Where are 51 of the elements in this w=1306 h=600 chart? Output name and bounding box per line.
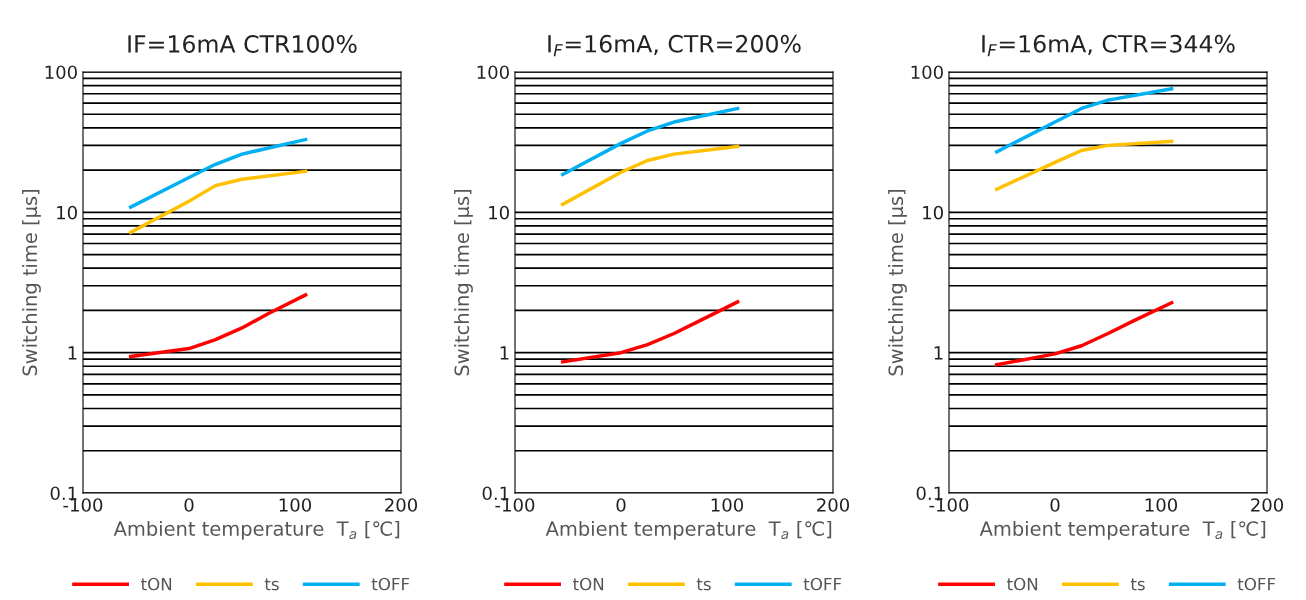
line-series [128, 293, 308, 359]
y-tick-label: 10 [57, 205, 77, 220]
y-axis-title: Switching time [μs] [22, 190, 41, 376]
y-tick-label: 0.1 [50, 486, 77, 501]
line-series [994, 300, 1174, 367]
y-axis-title: Switching time [μs] [888, 190, 907, 376]
y-tick-label: 1 [500, 346, 509, 360]
legend-label: ts [696, 578, 711, 591]
y-tick-label: 10 [923, 205, 943, 220]
y-tick-label: 100 [911, 65, 943, 80]
x-tick-label: 100 [1145, 498, 1178, 512]
x-tick-label: -100 [495, 498, 535, 512]
line-series [128, 169, 308, 235]
line-series [560, 144, 740, 207]
x-tick-label: 200 [817, 498, 850, 512]
x-axis-title: Ambient temperature T$_{a}$ [℃] [979, 520, 1266, 540]
y-axis-title: Switching time [μs] [454, 190, 473, 376]
x-tick-label: 200 [1251, 498, 1284, 512]
y-tick-label: 100 [45, 65, 77, 80]
chart-title: I$_{F}$=16mA, CTR=344% [982, 34, 1235, 57]
x-tick-label: -100 [63, 498, 103, 512]
legend-label: tOFF [803, 577, 842, 591]
x-axis-title: Ambient temperature T$_{a}$ [℃] [113, 520, 400, 540]
y-tick-label: 1 [934, 346, 943, 360]
chart-title: I$_{F}$=16mA, CTR=200% [548, 34, 801, 57]
x-tick-label: 0 [616, 498, 626, 512]
y-tick-label: 10 [489, 205, 509, 220]
legend-label: tON [1007, 577, 1038, 591]
legend-label: tON [141, 577, 172, 591]
y-tick-label: 0.1 [482, 486, 509, 501]
y-tick-label: 0.1 [916, 486, 943, 501]
x-tick-label: 0 [184, 498, 194, 512]
line-series [560, 300, 740, 364]
y-tick-label: 100 [477, 65, 509, 80]
line-series [994, 139, 1174, 192]
chart-title: IF=16mA CTR100% [128, 35, 357, 53]
legend-label: tOFF [1237, 577, 1276, 591]
x-axis-title: Ambient temperature T$_{a}$ [℃] [545, 520, 832, 540]
y-tick-label: 1 [68, 346, 77, 360]
x-tick-label: 100 [711, 498, 744, 512]
legend-label: tON [573, 577, 604, 591]
legend-label: ts [264, 578, 279, 591]
x-tick-label: 200 [385, 498, 418, 512]
x-tick-label: 0 [1050, 498, 1060, 512]
legend-label: ts [1130, 578, 1145, 591]
x-tick-label: 100 [279, 498, 312, 512]
x-tick-label: -100 [929, 498, 969, 512]
line-series [560, 106, 740, 177]
line-series [128, 137, 308, 209]
legend-label: tOFF [371, 577, 410, 591]
line-series [994, 86, 1174, 154]
